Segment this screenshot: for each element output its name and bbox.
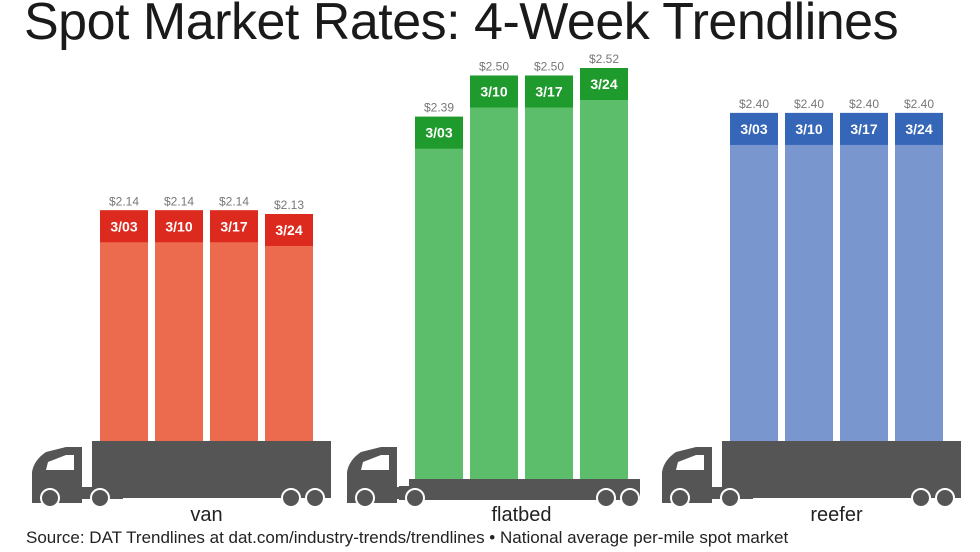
value-label: $2.14	[109, 194, 139, 208]
week-label: 3/03	[740, 121, 767, 137]
source-note: Source: DAT Trendlines at dat.com/indust…	[26, 528, 789, 547]
week-label: 3/03	[425, 125, 452, 141]
truck-wheel	[355, 488, 375, 508]
week-label-box	[265, 214, 313, 246]
truck-wheel	[305, 488, 325, 508]
week-label-box	[840, 112, 888, 145]
week-label: 3/10	[165, 218, 192, 234]
value-label: $2.40	[739, 97, 769, 111]
flatbed-deck	[409, 479, 640, 489]
week-label-box	[415, 116, 463, 149]
truck-wheel	[281, 488, 301, 508]
value-label: $2.52	[589, 52, 619, 66]
truck-wheel	[911, 488, 931, 508]
truck-window	[361, 455, 389, 470]
truck-window	[676, 455, 704, 470]
truck-wheel	[405, 488, 425, 508]
week-label: 3/17	[850, 121, 877, 137]
week-label-box	[580, 68, 628, 100]
week-label: 3/24	[905, 121, 932, 137]
week-label-box	[525, 75, 573, 108]
week-label-box	[470, 75, 518, 108]
week-label-box	[895, 112, 943, 145]
truck-wheel	[90, 488, 110, 508]
bar-van-3/24	[265, 214, 313, 441]
week-label: 3/17	[220, 218, 247, 234]
truck-wheel	[935, 488, 955, 508]
week-label: 3/17	[535, 83, 562, 99]
chart-title: Spot Market Rates: 4-Week Trendlines	[24, 0, 899, 51]
truck-window	[46, 455, 74, 470]
bar-flatbed-3/24	[580, 68, 628, 479]
week-label: 3/24	[275, 222, 302, 238]
week-label: 3/10	[480, 83, 507, 99]
value-label: $2.50	[479, 59, 509, 73]
value-label: $2.50	[534, 59, 564, 73]
value-label: $2.39	[424, 101, 454, 115]
value-label: $2.13	[274, 198, 304, 212]
bar-flatbed-3/03	[415, 116, 463, 480]
week-label-box	[155, 210, 203, 243]
truck-wheel	[670, 488, 690, 508]
flatbed-chassis	[399, 486, 640, 500]
category-label-reefer: reefer	[810, 504, 863, 526]
truck-wheel	[596, 488, 616, 508]
week-label: 3/10	[795, 121, 822, 137]
value-label: $2.14	[219, 194, 249, 208]
bar-reefer-3/03	[730, 112, 778, 441]
truck-wheel	[720, 488, 740, 508]
bar-flatbed-3/17	[525, 75, 573, 479]
bar-van-3/17	[210, 210, 258, 441]
week-label-box	[210, 210, 258, 243]
bar-van-3/03	[100, 210, 148, 441]
week-label-box	[785, 112, 833, 145]
bar-flatbed-3/10	[470, 75, 518, 479]
category-label-flatbed: flatbed	[491, 504, 551, 526]
week-label-box	[100, 210, 148, 243]
truck-wheel	[620, 488, 640, 508]
bar-van-3/10	[155, 210, 203, 441]
week-label: 3/24	[590, 76, 617, 92]
truck-wheel	[40, 488, 60, 508]
value-label: $2.40	[849, 97, 879, 111]
bar-reefer-3/17	[840, 112, 888, 441]
bar-reefer-3/24	[895, 112, 943, 441]
category-label-van: van	[190, 504, 222, 526]
value-label: $2.40	[904, 97, 934, 111]
week-label-box	[730, 112, 778, 145]
value-label: $2.40	[794, 97, 824, 111]
week-label: 3/03	[110, 218, 137, 234]
value-label: $2.14	[164, 194, 194, 208]
bar-reefer-3/10	[785, 112, 833, 441]
